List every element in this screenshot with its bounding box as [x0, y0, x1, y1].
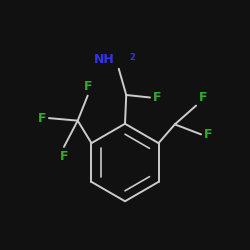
Text: 2: 2 — [130, 53, 136, 62]
Text: F: F — [153, 91, 162, 104]
Text: F: F — [199, 91, 207, 104]
Text: F: F — [60, 150, 68, 163]
Text: F: F — [204, 128, 212, 141]
Text: NH: NH — [94, 53, 115, 66]
Text: F: F — [84, 80, 92, 92]
Text: F: F — [38, 112, 46, 124]
